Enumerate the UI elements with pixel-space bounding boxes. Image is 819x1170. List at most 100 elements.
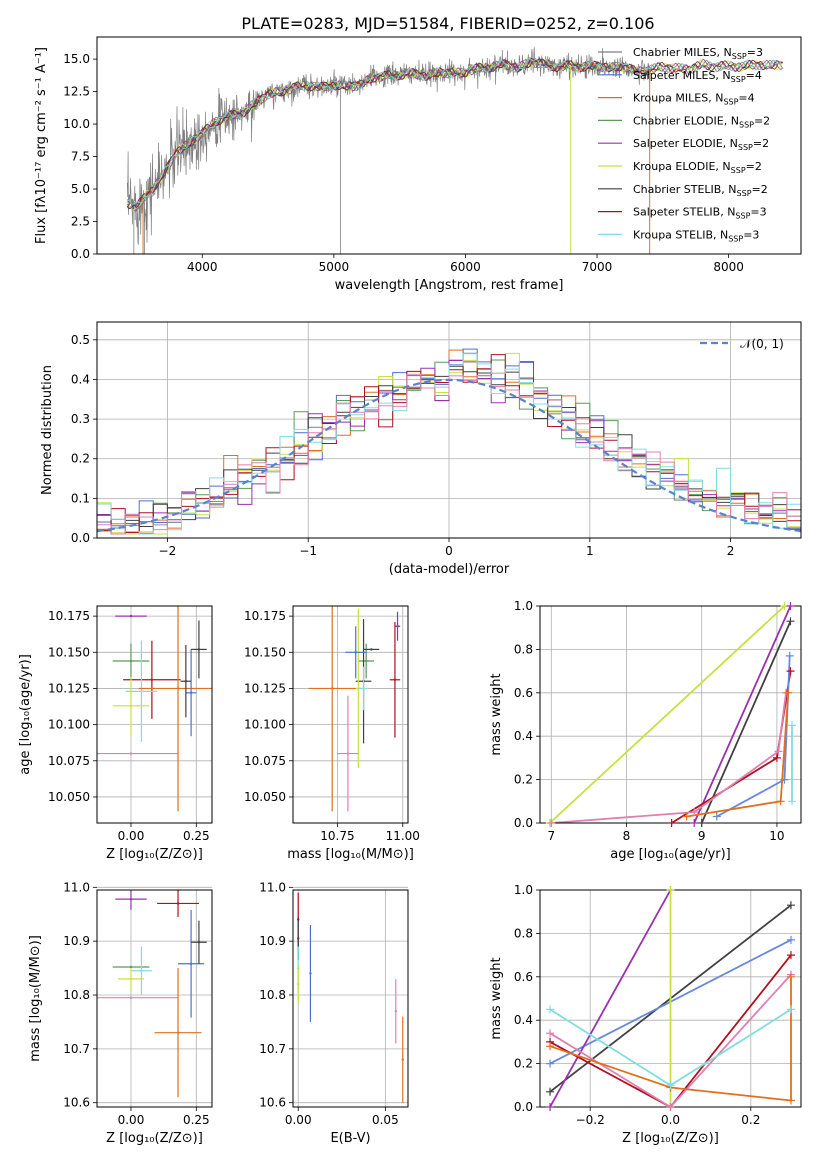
data-point [197, 941, 201, 944]
y-tick-label: 2.5 [71, 215, 90, 229]
y-axis-label: mass [log₁₀(M/M⊙)] [28, 935, 43, 1062]
plus-marker [786, 935, 795, 944]
plus-marker [786, 901, 795, 910]
plus-marker [682, 812, 691, 821]
y-tick-label: 11.0 [259, 880, 286, 894]
x-tick-label: 10 [769, 829, 784, 843]
y-tick-label: 10.6 [63, 1096, 90, 1110]
data-point [297, 937, 300, 940]
plot-area-mass_vs_ebv [297, 892, 404, 1103]
data-point [346, 752, 350, 755]
y-tick-label: 0.6 [514, 970, 533, 984]
y-tick-label: 10.100 [48, 718, 90, 732]
data-point [189, 962, 193, 965]
plot-area-spectrum [126, 47, 783, 254]
data-point [150, 678, 154, 681]
plus-marker [690, 808, 699, 817]
y-axis-label: mass weight [489, 957, 504, 1039]
y-tick-label: 10.075 [244, 754, 286, 768]
panel-mass_vs_ebv: 0.00 0.05 10.6 10.7 10.8 10.9 11.0 E(B-V) [259, 880, 409, 1146]
x-axis-label: age [log₁₀(age/yr)] [610, 847, 731, 862]
plus-marker [690, 819, 699, 827]
data-point [370, 648, 373, 651]
x-tick-label: 1 [586, 544, 594, 558]
y-tick-label: 10.0 [63, 117, 90, 131]
plus-marker [786, 951, 795, 960]
series-line-4 [549, 954, 792, 1107]
plot-area-massweight_vs_age [549, 606, 793, 823]
data-point [176, 902, 180, 905]
y-tick-label: 0.4 [514, 1013, 533, 1027]
y-tick-label: 0.0 [71, 531, 90, 545]
x-tick-label: 7 [547, 829, 555, 843]
data-point [129, 897, 133, 901]
series-line-1 [693, 606, 792, 823]
legend-label: 𝒩(0, 1) [740, 337, 784, 351]
data-point [176, 687, 180, 690]
x-tick-label: 10.75 [320, 829, 354, 843]
y-axis-label: Normed distribution [40, 365, 55, 495]
y-tick-label: 15.0 [63, 52, 90, 66]
x-tick-label: 0.2 [741, 1113, 760, 1127]
plot-area-age_vs_mass [308, 606, 401, 812]
panel-mass_vs_Z: 0.00 0.25 10.6 10.7 10.8 10.9 11.0 Z [log₁₀(Z/Z… [28, 880, 213, 1146]
x-axis-label: E(B-V) [330, 1131, 370, 1146]
y-axis-label: age [log₁₀(age/yr)] [18, 654, 33, 775]
data-point [129, 996, 133, 999]
x-tick-label: 0.05 [372, 1113, 399, 1127]
plus-marker [784, 688, 793, 697]
data-point [364, 659, 368, 663]
axes-frame [96, 605, 213, 824]
histogram-series-8 [97, 373, 801, 535]
y-tick-label: 1.0 [514, 599, 533, 613]
y-tick-label: 0.0 [514, 1100, 533, 1114]
y-tick-label: 0.1 [71, 491, 90, 505]
y-tick-label: 10.050 [244, 790, 286, 804]
data-point [331, 687, 334, 690]
plus-marker [546, 1029, 555, 1038]
plus-marker [712, 812, 721, 821]
plus-marker [786, 1096, 795, 1105]
x-tick-label: 11.00 [386, 829, 420, 843]
axes-frame [292, 605, 409, 824]
x-tick-label: 0.00 [118, 829, 145, 843]
plot-area-residuals [97, 348, 801, 535]
x-axis-label: wavelength [Angstrom, rest frame] [335, 278, 564, 293]
plus-marker [667, 819, 676, 827]
data-point [393, 678, 397, 681]
data-point [129, 977, 133, 981]
y-tick-label: 0.5 [71, 333, 90, 347]
y-tick-label: 10.6 [259, 1096, 286, 1110]
data-point [129, 704, 133, 708]
y-tick-label: 0.6 [514, 686, 533, 700]
series-line-2 [700, 620, 792, 823]
data-point [401, 1058, 404, 1061]
x-axis-label: Z [log₁₀(Z/Z⊙)] [622, 1131, 719, 1146]
x-tick-label: 0.00 [285, 1113, 312, 1127]
y-tick-label: 7.5 [71, 150, 90, 164]
panel-residuals: −2 −1 0 1 2 0.0 0.1 0.2 0.3 0.4 0.5 (data-model)/er… [40, 321, 802, 577]
y-tick-label: 1.0 [514, 883, 533, 897]
y-tick-label: 10.9 [259, 934, 286, 948]
y-tick-label: 10.9 [63, 934, 90, 948]
x-axis-label: Z [log₁₀(Z/Z⊙)] [106, 1131, 203, 1146]
y-tick-label: 10.150 [48, 645, 90, 659]
plus-marker [546, 1103, 555, 1111]
data-point [129, 614, 133, 618]
data-point [140, 969, 143, 972]
data-point [396, 625, 399, 628]
series-line-2 [549, 890, 672, 1107]
axes-frame [539, 605, 802, 824]
panels: 4000 5000 6000 7000 80000.02.55.07.510.012.5… [18, 36, 802, 1146]
plus-marker [547, 819, 556, 827]
data-point [129, 965, 133, 969]
figure-title: PLATE=0283, MJD=51584, FIBERID=0252, z=0… [241, 14, 654, 33]
data-point [309, 972, 312, 975]
y-tick-label: 0.0 [514, 816, 533, 830]
plus-marker [666, 1081, 675, 1090]
x-axis-label: Z [log₁₀(Z/Z⊙)] [106, 847, 203, 862]
plus-marker [786, 972, 795, 981]
y-tick-label: 10.8 [259, 988, 286, 1002]
plus-marker [786, 602, 795, 610]
